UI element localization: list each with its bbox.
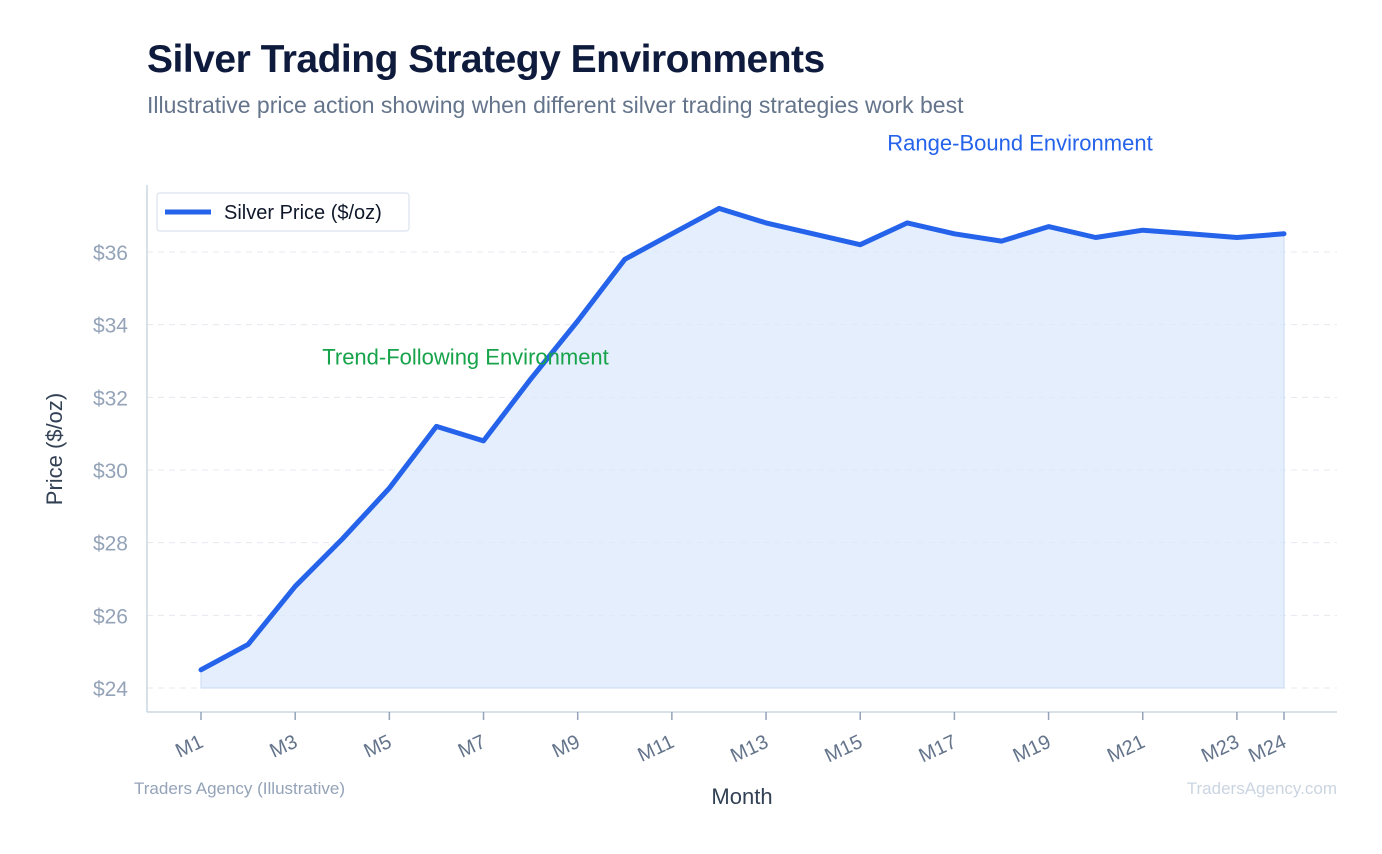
price-area-fill [200,207,1285,689]
y-tick-label: $34 [93,315,128,338]
x-tick-label: M23 [1198,731,1243,767]
x-tick-label: M17 [916,731,961,767]
watermark: TradersAgency.com [1186,779,1337,798]
y-tick-label: $36 [93,242,128,265]
y-tick-label: $30 [93,460,128,483]
y-tick-label: $28 [93,533,128,556]
annotation-label: Trend-Following Environment [322,345,609,370]
y-tick-label: $32 [93,387,128,410]
legend: Silver Price ($/oz) [156,192,410,232]
y-tick-label: $24 [93,678,128,701]
y-tick-labels: $24 $26 $28 $30 $32 $34 $36 [93,242,128,701]
x-axis-label: Month [711,784,772,809]
legend-box [156,192,410,232]
annotation-label: Range-Bound Environment [887,130,1152,155]
x-tick-label: M3 [266,731,300,763]
x-tick-label: M21 [1104,731,1149,767]
x-tick-label: M13 [727,731,772,767]
x-tick-label: M7 [455,731,489,763]
annotations: Trend-Following Environment Range-Bound E… [322,130,1152,369]
x-tick-label: M11 [634,731,677,767]
x-tick-label: M9 [549,731,583,763]
legend-label: Silver Price ($/oz) [224,202,382,224]
x-tick-label: M15 [821,731,866,767]
source-note: Traders Agency (Illustrative) [134,779,345,798]
axes [146,185,1337,713]
price-series-line [198,205,1287,673]
y-axis-label: Price ($/oz) [42,393,67,505]
x-tick-label: M1 [172,731,206,763]
x-tick-labels: M1 M3 M5 M7 M9 M11 M13 M15 M17 M19 M21 M23 M24 [172,712,1290,767]
y-tick-label: $26 [93,605,128,628]
chart-title: Silver Trading Strategy Environments [147,38,825,81]
chart-subtitle: Illustrative price action showing when d… [147,92,964,118]
x-tick-label: M5 [361,731,395,763]
x-tick-label: M19 [1010,731,1055,767]
x-tick-label: M24 [1245,731,1290,767]
